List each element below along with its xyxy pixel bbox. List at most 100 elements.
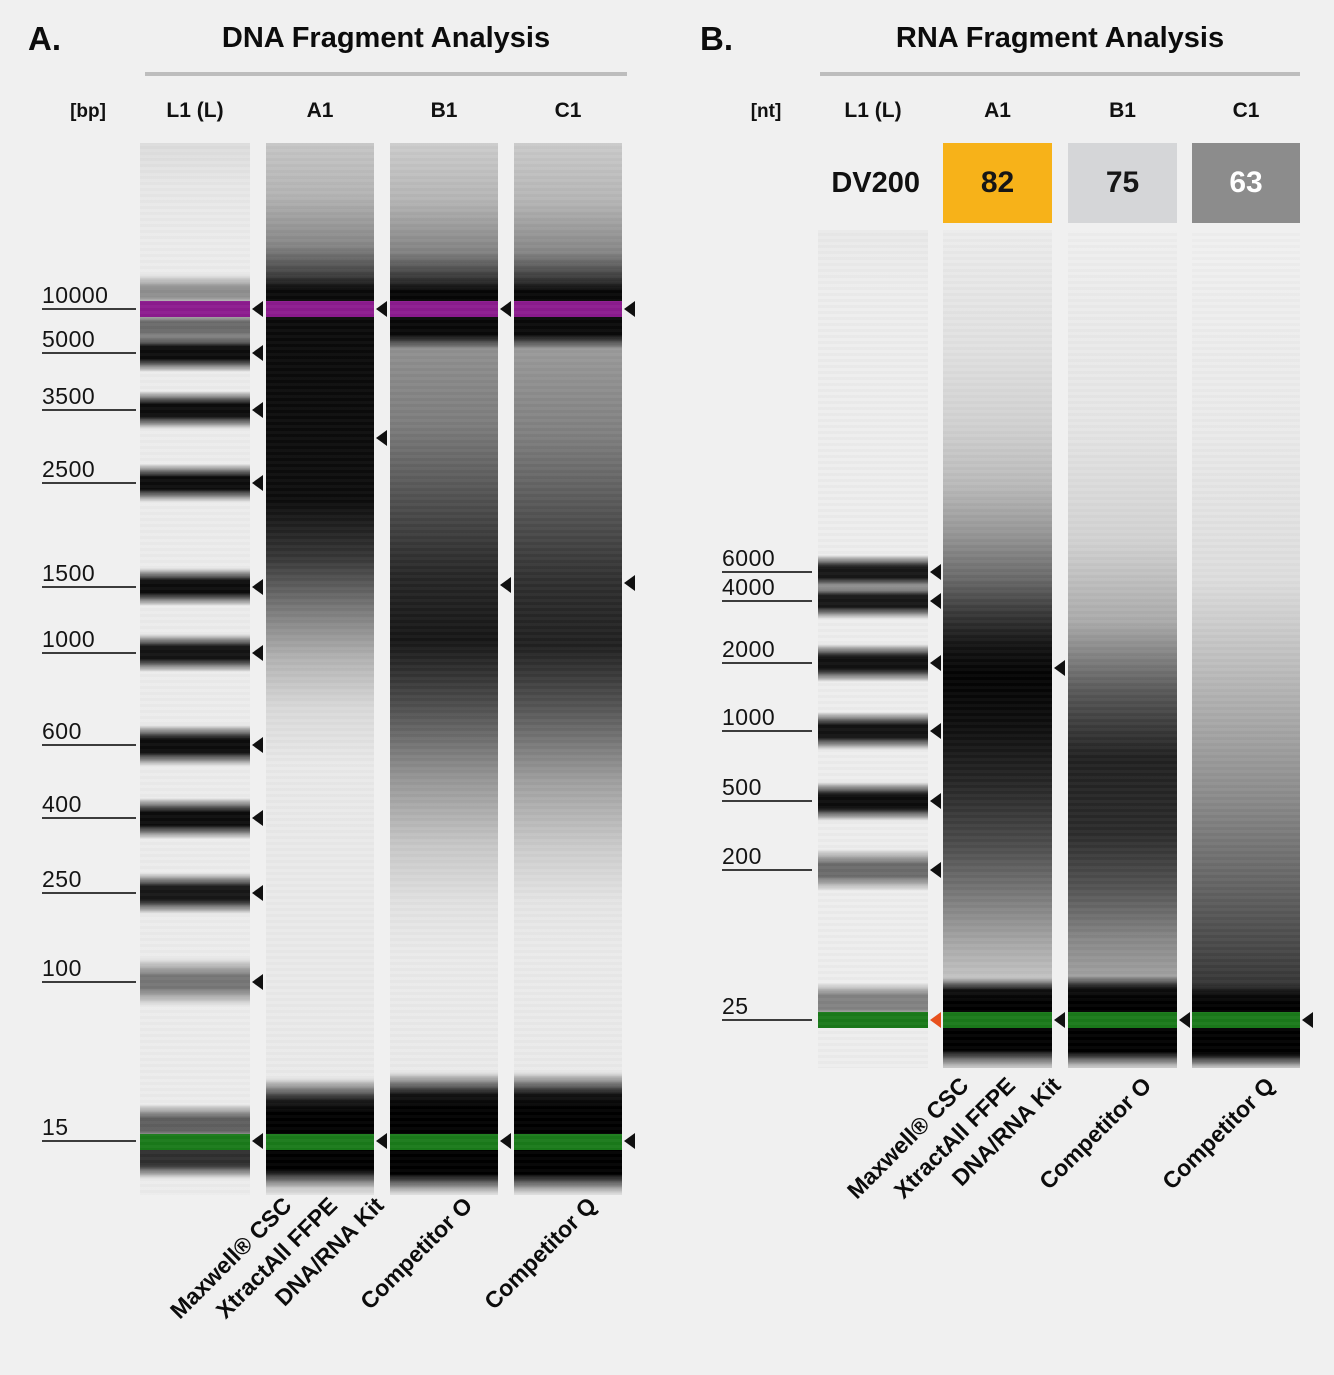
ladder-label: 4000 (722, 574, 812, 602)
upper-marker-band (140, 301, 250, 317)
ladder-band (818, 781, 928, 821)
lane-header: C1 (1232, 99, 1260, 122)
band-pointer-icon (252, 645, 263, 661)
gel-lane-a1 (266, 143, 374, 1195)
ladder-label-text: 250 (42, 866, 82, 892)
ladder-band (140, 958, 250, 1006)
band-pointer-icon (930, 655, 941, 671)
ladder-band (140, 872, 250, 914)
band-pointer-icon (624, 1133, 635, 1149)
lower-marker-band (140, 1134, 250, 1150)
ladder-band (140, 334, 250, 372)
lower-marker-band (943, 1012, 1052, 1028)
panel-title: RNA Fragment Analysis (895, 22, 1225, 54)
panel-title: DNA Fragment Analysis (221, 22, 551, 54)
ladder-label-text: 500 (722, 774, 762, 800)
unit-label: [nt] (750, 101, 782, 122)
band-pointer-icon (500, 301, 511, 317)
band-pointer-icon (500, 577, 511, 593)
ladder-band (140, 310, 250, 344)
ladder-label-text: 15 (42, 1114, 69, 1140)
gel-lane-c1 (514, 143, 622, 1195)
ladder-label: 100 (42, 955, 136, 983)
ladder-label: 1000 (42, 626, 136, 654)
footer-label-line: Competitor Q (1157, 1072, 1280, 1195)
band-pointer-icon (252, 974, 263, 990)
band-pointer-icon (930, 723, 941, 739)
band-pointer-icon (1302, 1012, 1313, 1028)
band-pointer-icon (1054, 1012, 1065, 1028)
ladder-label: 250 (42, 866, 136, 894)
ladder-label-text: 6000 (722, 545, 776, 571)
ladder-band (140, 1137, 250, 1179)
ladder-label-text: 600 (42, 718, 82, 744)
band-pointer-icon (252, 1133, 263, 1149)
ladder-label-text: 5000 (42, 326, 96, 352)
ladder-label-text: 1000 (42, 626, 96, 652)
panel-letter: B. (700, 20, 733, 57)
ladder-label: 25 (722, 993, 812, 1021)
ladder-label-text: 2000 (722, 636, 776, 662)
ladder-label-text: 100 (42, 955, 82, 981)
ladder-label: 6000 (722, 545, 812, 573)
ladder-band (140, 724, 250, 766)
ladder-label: 1500 (42, 560, 136, 588)
band-pointer-icon (1054, 660, 1065, 676)
ladder-label: 15 (42, 1114, 136, 1142)
band-pointer-icon (252, 810, 263, 826)
band-pointer-icon (624, 575, 635, 591)
lower-marker-band (1068, 1012, 1177, 1028)
band-pointer-icon (930, 593, 941, 609)
title-divider-line (820, 72, 1300, 76)
ladder-band (140, 1104, 250, 1144)
gel-lane-b1 (1068, 230, 1177, 1068)
lane-header: A1 (306, 99, 334, 122)
dv200-cell: 63 (1192, 143, 1300, 223)
ladder-label: 5000 (42, 326, 136, 354)
ladder-label-text: 400 (42, 791, 82, 817)
band-pointer-icon (624, 301, 635, 317)
lane-header: B1 (430, 99, 458, 122)
dv200-cell: 82 (943, 143, 1052, 223)
ladder-label: 3500 (42, 383, 136, 411)
ladder-label: 200 (722, 843, 812, 871)
upper-marker-band (266, 301, 374, 317)
gel-lane-l1l (818, 230, 928, 1068)
ladder-band (818, 583, 928, 619)
ladder-label: 2500 (42, 456, 136, 484)
upper-marker-band (514, 301, 622, 317)
band-pointer-icon (252, 402, 263, 418)
ladder-band (818, 849, 928, 891)
band-pointer-icon (930, 862, 941, 878)
gel-lane-l1l (140, 143, 250, 1195)
band-pointer-icon (252, 885, 263, 901)
dv200-cell: 75 (1068, 143, 1177, 223)
ladder-label: 2000 (722, 636, 812, 664)
band-pointer-icon (376, 430, 387, 446)
band-pointer-icon (930, 564, 941, 580)
ladder-band (140, 797, 250, 839)
ladder-band (818, 644, 928, 682)
band-pointer-icon (252, 475, 263, 491)
ladder-band (818, 712, 928, 750)
upper-marker-band (390, 301, 498, 317)
band-pointer-icon (252, 345, 263, 361)
ladder-label-text: 1500 (42, 560, 96, 586)
dv200-row-label: DV200 (831, 166, 920, 199)
lane-header: B1 (1109, 99, 1136, 122)
ladder-band (140, 274, 250, 310)
band-pointer-icon (500, 1133, 511, 1149)
ladder-label-text: 2500 (42, 456, 96, 482)
band-pointer-icon (252, 579, 263, 595)
ladder-label: 500 (722, 774, 812, 802)
ladder-band (818, 983, 928, 1021)
lower-marker-band (390, 1134, 498, 1150)
title-divider-line (145, 72, 627, 76)
gel-lane-a1 (943, 230, 1052, 1068)
lower-marker-band (266, 1134, 374, 1150)
ladder-band (140, 568, 250, 606)
panel-letter: A. (28, 20, 61, 57)
lower-marker-band (1192, 1012, 1300, 1028)
band-pointer-icon (252, 301, 263, 317)
